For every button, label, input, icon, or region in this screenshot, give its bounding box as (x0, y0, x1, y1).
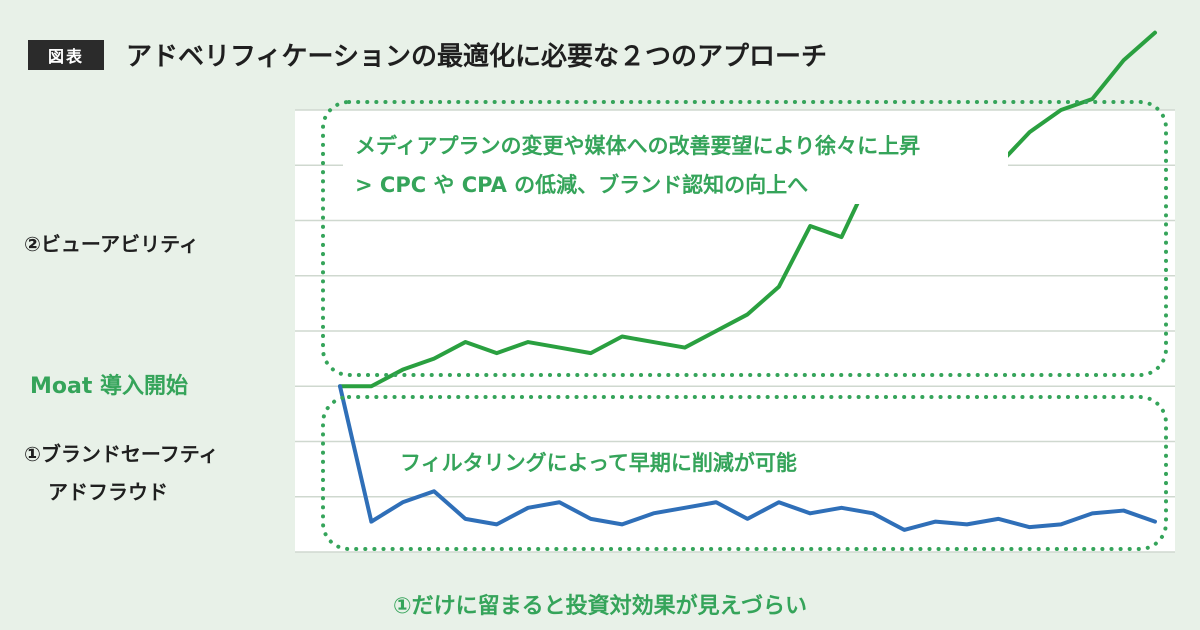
data-point (370, 385, 373, 388)
data-point (715, 330, 718, 332)
lower-annotation-box (321, 395, 1168, 551)
viewability-label: ②ビューアビリティ (24, 232, 199, 256)
data-point (495, 352, 498, 355)
moat-start-label: Moat 導入開始 (30, 374, 189, 399)
data-point (1059, 523, 1062, 526)
data-point (715, 501, 718, 504)
data-point (558, 346, 561, 349)
data-point (621, 335, 624, 338)
data-point (1154, 520, 1156, 523)
data-point (370, 520, 373, 523)
data-point (652, 341, 655, 344)
data-point (746, 313, 749, 316)
page-title: アドベリフィケーションの最適化に必要な２つのアプローチ (126, 42, 827, 72)
upper-annotation-bg (343, 124, 1008, 204)
data-point (589, 517, 592, 520)
data-point (934, 520, 937, 523)
data-point (777, 285, 780, 288)
data-point (1122, 59, 1125, 62)
data-point (433, 357, 436, 360)
data-point (527, 506, 530, 509)
data-point (527, 341, 530, 344)
data-point (809, 225, 812, 228)
data-point (777, 501, 780, 504)
data-point (1028, 131, 1031, 134)
data-point (997, 517, 1000, 520)
data-point (840, 236, 843, 239)
brand-safety-label: ①ブランドセーフティ (24, 442, 219, 466)
data-point (339, 385, 341, 388)
data-point (558, 501, 561, 504)
data-point (683, 346, 686, 349)
data-point (871, 512, 874, 515)
ad-fraud-label: アドフラウド (48, 480, 168, 504)
data-point (1122, 509, 1125, 512)
data-point (1028, 526, 1031, 529)
data-point (840, 506, 843, 509)
data-point (464, 341, 467, 344)
upper-annotation-line1: メディアプランの変更や媒体への改善要望により徐々に上昇 (355, 134, 920, 158)
data-point (621, 523, 624, 526)
data-point (652, 512, 655, 515)
data-point (1091, 512, 1094, 515)
data-point (1091, 97, 1094, 100)
data-point (809, 512, 812, 515)
data-point (965, 523, 968, 526)
data-point (683, 506, 686, 509)
data-point (464, 517, 467, 520)
data-point (1154, 31, 1156, 34)
data-point (903, 528, 906, 531)
data-point (433, 490, 436, 493)
lower-annotation-line1: フィルタリングによって早期に削減が可能 (400, 451, 797, 475)
data-point (746, 517, 749, 520)
data-point (495, 523, 498, 526)
figure-tag: 図表 (28, 40, 104, 70)
series-group (338, 30, 1157, 532)
data-point (401, 501, 404, 504)
data-point (401, 368, 404, 371)
data-point (1059, 109, 1062, 111)
data-point (589, 352, 592, 355)
upper-annotation-line2: > CPC や CPA の低減、ブランド認知の向上へ (355, 173, 808, 197)
footer-note: ①だけに留まると投資対効果が見えづらい (393, 594, 807, 619)
